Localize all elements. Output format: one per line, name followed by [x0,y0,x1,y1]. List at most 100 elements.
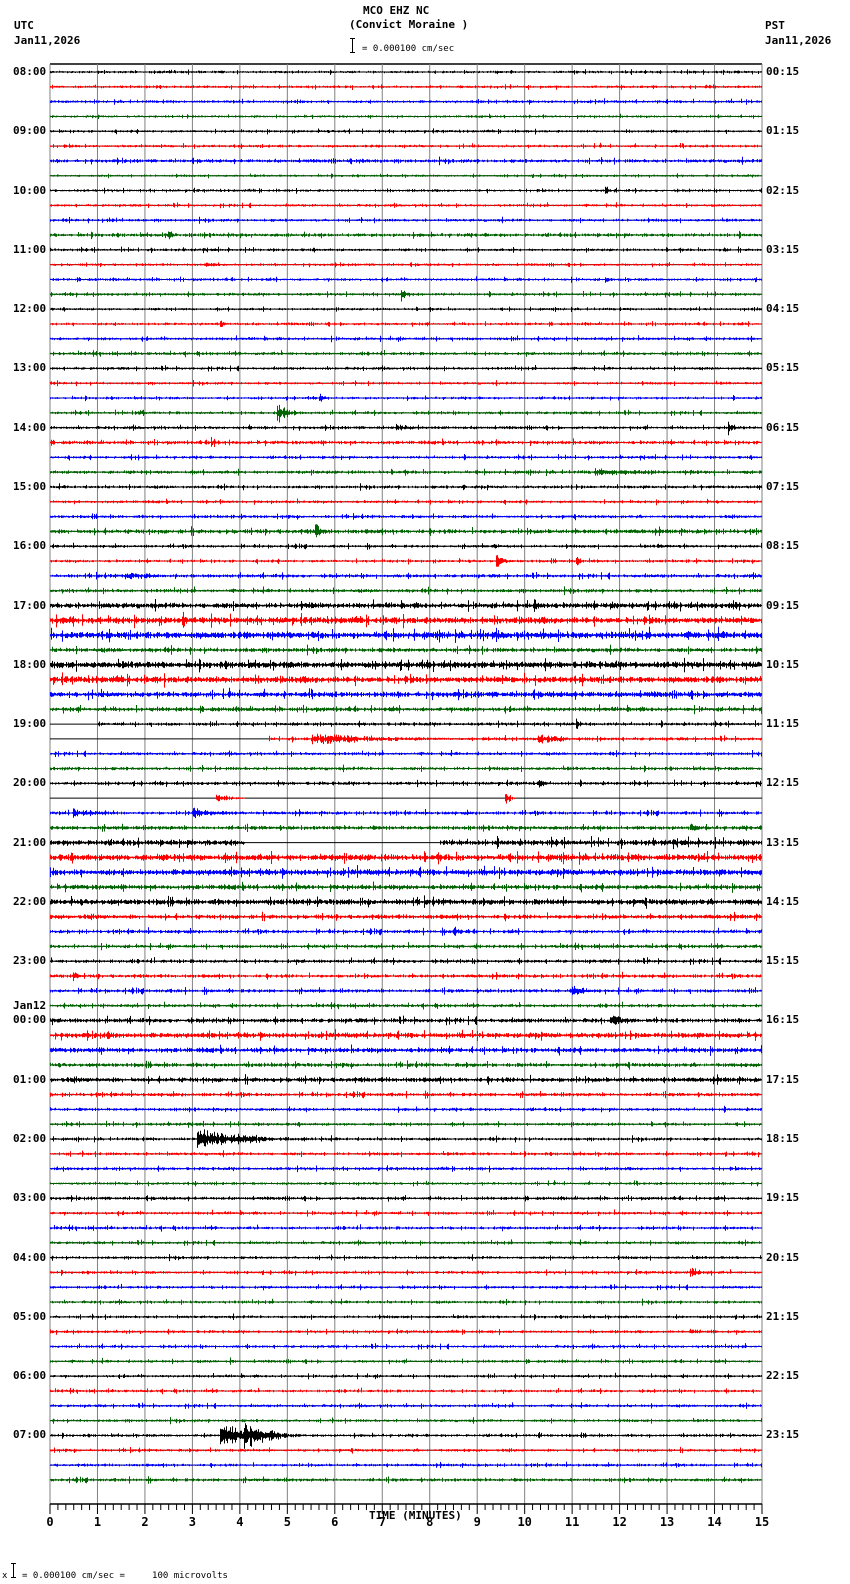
utc-hour-label: 09:00 [13,124,47,138]
seismic-trace [50,216,762,224]
seismic-trace [50,524,762,538]
seismic-trace [50,113,762,119]
seismic-trace [50,1313,762,1321]
seismic-trace [50,468,762,476]
pst-hour-label: 02:15 [766,183,800,197]
seismic-trace [50,498,762,506]
seismic-trace [50,513,762,521]
seismic-trace [50,1283,762,1291]
seismic-trace [50,454,762,461]
utc-hour-label: 14:00 [13,420,47,434]
seismic-trace [50,1074,762,1085]
utc-hour-label: 05:00 [13,1309,47,1323]
seismic-trace [50,1150,762,1158]
pst-hour-label: 11:15 [766,717,800,731]
utc-date-change-label: Jan12 [13,999,47,1013]
x-tick-label: 11 [565,1515,579,1529]
seismic-trace [50,704,762,715]
pst-hour-label: 20:15 [766,1250,800,1264]
pst-hour-label: 04:15 [766,302,800,316]
seismic-trace [50,1298,762,1306]
pst-hour-label: 19:15 [766,1191,800,1205]
footer-scale-bar-icon [11,1563,19,1578]
pst-hour-label: 09:15 [766,598,800,612]
seismic-trace [50,957,762,965]
seismic-trace [50,881,762,893]
seismic-trace [98,718,762,729]
seismic-trace [50,571,762,580]
pst-hour-label: 08:15 [766,539,800,553]
seismic-trace [50,823,762,832]
x-tick-label: 6 [331,1515,338,1529]
pst-hour-label: 23:15 [766,1428,800,1442]
pst-hour-label: 06:15 [766,420,800,434]
seismic-trace [50,657,762,673]
seismic-trace [50,672,762,688]
utc-hour-label: 22:00 [13,894,47,908]
seismic-trace [50,202,762,209]
pst-hour-label: 07:15 [766,479,800,493]
pst-hour-label: 03:15 [766,242,800,256]
seismic-trace [50,306,762,312]
seismic-trace [50,1402,762,1409]
seismic-trace [50,1224,762,1232]
pst-hour-label: 12:15 [766,776,800,790]
x-tick-label: 15 [755,1515,769,1529]
seismic-trace [50,542,762,550]
pst-hour-label: 05:15 [766,361,800,375]
utc-hour-label: 15:00 [13,479,47,493]
seismic-trace [50,276,762,283]
seismic-trace [50,1446,762,1454]
seismic-trace [50,350,762,358]
pst-hour-label: 22:15 [766,1369,800,1383]
seismic-trace [50,865,762,879]
seismic-trace [50,971,762,982]
x-tick-label: 14 [707,1515,721,1529]
left-date: Jan11,2026 [14,34,81,47]
seismic-trace [50,1120,762,1128]
seismic-trace [50,1165,762,1173]
seismic-trace [50,1239,762,1246]
seismic-trace [50,421,762,436]
seismic-trace [50,1423,762,1449]
seismic-trace [50,156,762,166]
seismic-trace [50,1357,762,1365]
seismic-trace [50,1476,762,1484]
utc-hour-label: 16:00 [13,539,47,553]
station-title: MCO EHZ NC [363,4,430,17]
seismic-trace [50,1328,762,1336]
footer-scale-text: = 0.000100 cm/sec = 100 microvolts [22,1571,228,1581]
x-tick-label: 5 [284,1515,291,1529]
seismic-trace [50,1180,762,1187]
utc-hour-label: 21:00 [13,835,47,849]
seismic-trace [50,644,762,656]
pst-hour-label: 18:15 [766,1132,800,1146]
seismic-trace [50,1461,762,1469]
seismic-trace [50,142,762,149]
seismic-trace [50,84,762,90]
seismic-trace [50,320,762,327]
utc-hour-label: 11:00 [13,242,47,256]
seismic-trace [50,436,762,447]
x-tick-label: 13 [660,1515,674,1529]
utc-hour-label: 01:00 [13,1072,47,1086]
seismic-trace [50,128,762,135]
utc-hour-label: 04:00 [13,1250,47,1264]
x-tick-label: 4 [236,1515,243,1529]
right-date: Jan11,2026 [765,34,832,47]
seismic-trace [50,1195,762,1202]
seismic-trace [50,687,762,701]
seismic-trace [50,599,762,612]
seismic-trace [50,926,762,936]
seismic-trace [50,1343,762,1350]
seismic-trace [50,942,762,951]
utc-hour-label: 12:00 [13,302,47,316]
utc-hour-label: 19:00 [13,717,47,731]
pst-hour-label: 00:15 [766,65,800,78]
seismic-trace [50,1209,762,1217]
pst-hour-label: 14:15 [766,894,800,908]
scale-bar-icon [350,38,358,53]
seismic-trace [269,733,762,745]
pst-hour-label: 17:15 [766,1072,800,1086]
footer-prefix: x [2,1571,8,1581]
